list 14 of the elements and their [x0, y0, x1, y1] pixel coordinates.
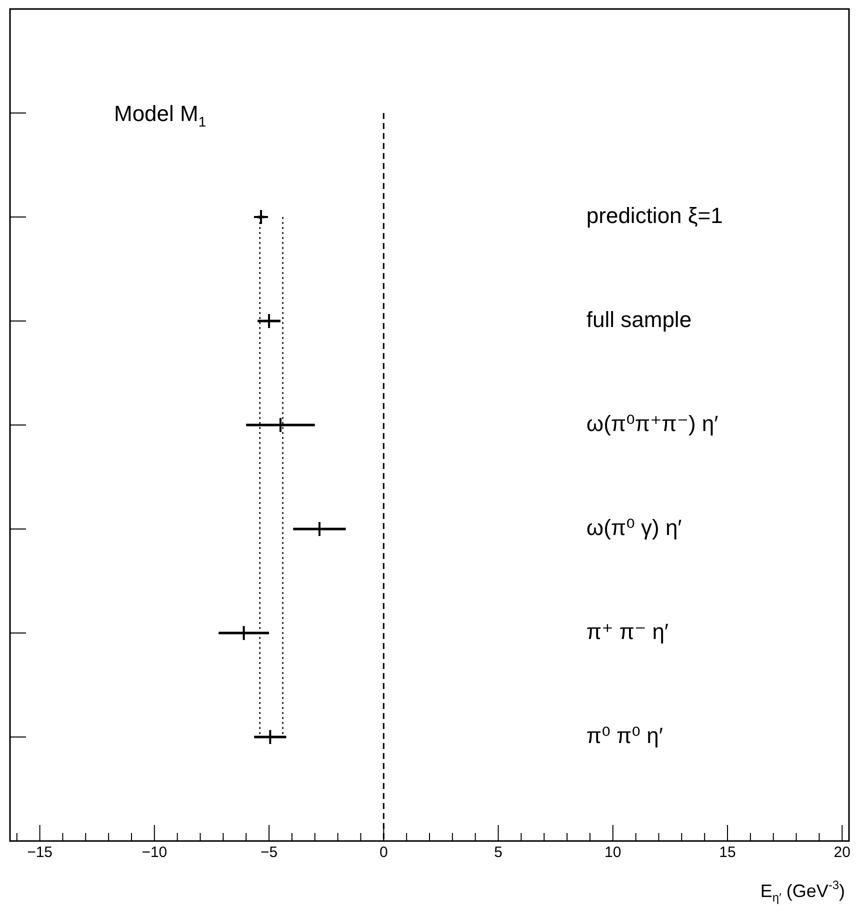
y-tick-label: ω(π⁰ γ) η′: [586, 515, 682, 540]
y-tick-label: π⁺ π⁻ η′: [586, 619, 669, 644]
x-tick-label: 20: [834, 844, 850, 862]
y-tick-label: ω(π⁰π⁺π⁻) η′: [586, 411, 718, 436]
x-tick-label: 5: [494, 844, 502, 862]
y-tick-label: prediction ξ=1: [586, 203, 723, 228]
y-tick-label: π⁰ π⁰ η′: [586, 723, 663, 748]
x-tick-label: 0: [379, 844, 388, 862]
x-tick-label: −15: [27, 844, 53, 862]
y-tick-label: full sample: [586, 307, 692, 332]
x-tick-label: 15: [719, 844, 736, 862]
x-tick-label: −5: [260, 844, 278, 862]
x-tick-label: 10: [604, 844, 622, 862]
x-tick-label: −10: [142, 844, 168, 862]
